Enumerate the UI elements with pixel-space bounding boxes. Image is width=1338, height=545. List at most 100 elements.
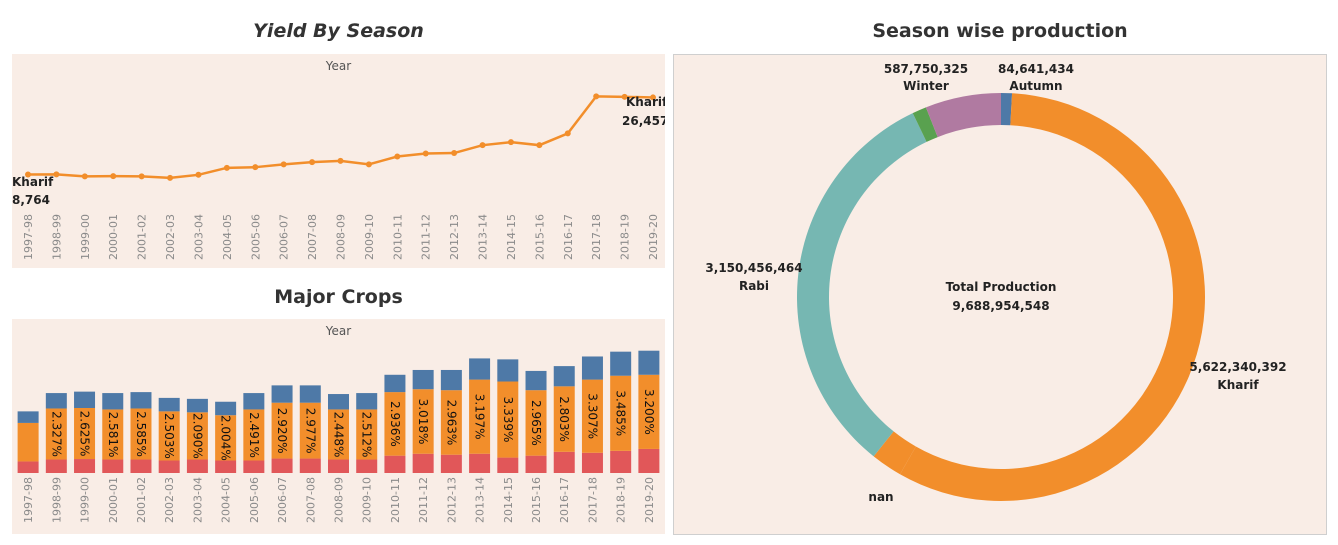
crops-bar-segment [130,392,152,409]
crops-bar-label: 2.503% [162,413,176,459]
crops-bar-segment [412,369,434,390]
yield-x-tick: 1998-99 [50,214,63,260]
yield-x-tick: 2010-11 [391,214,404,260]
donut-center-label: Total Production [946,280,1057,294]
crops-bar-segment [553,386,575,452]
yield-x-tick: 2008-09 [335,214,348,260]
crops-bar-label: 2.512% [360,412,374,458]
crops-bar-segment [384,392,406,456]
crops-bar-segment [271,402,293,459]
yield-point [252,164,259,171]
yield-x-tick: 2019-20 [647,214,660,260]
yield-point [479,142,486,149]
crops-bar-segment [299,402,321,459]
crops-bar-segment [638,350,660,375]
crops-bar-label: 2.585% [134,411,148,457]
crops-x-tick: 2005-06 [248,477,261,523]
yield-point [536,142,543,149]
crops-bar-segment [271,385,293,403]
crops-bar-segment [102,393,124,410]
crops-bar-segment [525,390,547,456]
crops-bar-segment [45,408,67,460]
yield-point [621,93,628,100]
crops-bar-segment [497,359,519,382]
crops-bar-label: 2.327% [49,411,63,457]
yield-x-tick: 2001-02 [136,214,149,260]
donut-value-winter: 587,750,325 [884,62,968,76]
crops-bar-segment [17,461,39,473]
crops-bar-segment [17,422,39,462]
crops-bar-segment [74,459,96,473]
crops-bar-label: 2.448% [332,412,346,458]
crops-bar-segment [440,369,462,391]
crops-bar-segment [45,393,67,409]
crops-bar-label: 3.197% [473,394,487,440]
yield-series-line [27,95,654,180]
yield-x-tick: 2012-13 [448,214,461,260]
yield-x-tick: 2014-15 [505,214,518,260]
crops-bar-segment [525,370,547,391]
crops-bar-segment [469,358,491,380]
donut-slice-nan [873,431,916,475]
donut-slice-kharif [900,93,1205,502]
yield-chart-panel: Year 1997-98 1998-99 1999-00 2000-01 2001-02 2… [12,54,668,268]
yield-point [337,157,344,164]
yield-line-chart: Year 1997-98 1998-99 1999-00 2000-01 2001-02 2… [12,59,668,260]
crops-bar-segment [74,408,96,460]
crops-x-tick: 2019-20 [643,477,656,523]
yield-x-tick: 2007-08 [306,214,319,260]
crops-bar-label: 2.581% [106,412,120,458]
crops-x-tick: 2014-15 [502,477,515,523]
crops-bar-segment [158,411,180,461]
yield-start-label-name: Kharif [12,175,54,189]
crops-bar-label: 2.977% [303,408,317,454]
yield-x-tick: 2011-12 [420,214,433,260]
yield-x-tick: 2013-14 [477,214,490,260]
season-chart-title: Season wise production [872,20,1128,42]
yield-x-tick: 1997-98 [22,214,35,260]
crops-bar-segment [299,385,321,403]
crops-bar-segment [215,415,237,461]
crops-bar-segment [215,401,237,416]
crops-bar-segment [610,375,632,451]
crops-bar-segment [356,393,378,410]
crops-bar-segment [440,390,462,455]
yield-end-label-name: Kharif [626,95,665,109]
crops-bar-segment [158,460,180,473]
crops-x-tick: 2000-01 [107,477,120,523]
crops-x-tick: 1998-99 [50,477,63,523]
yield-point [138,173,145,180]
yield-point [650,94,656,101]
donut-label-winter: Winter [903,79,949,93]
donut-label-autumn: Autumn [1009,79,1062,93]
crops-bar-label: 2.625% [78,411,92,457]
crops-x-tick: 2015-16 [530,477,543,523]
crops-bar-segment [186,459,208,473]
yield-x-tick: 2018-19 [619,214,632,260]
crops-bar-label: 3.485% [614,390,628,436]
crops-bar-segment [412,453,434,473]
donut-slice-rabi [797,113,927,457]
yield-point [394,153,401,160]
crops-bar-segment [553,366,575,387]
crops-bar-segment [638,448,660,473]
yield-x-tick: 2005-06 [249,214,262,260]
donut-slice-autumn [1001,93,1013,126]
crops-bar-label: 2.090% [190,413,204,459]
crops-bar-segment [581,379,603,453]
crops-bar-label: 2.491% [247,412,261,458]
crops-bar-segment [130,408,152,460]
crops-bar-chart: Year 1997-98 2.327% 1998-99 2.625% 1999-00 2.5… [17,324,660,523]
crops-bar-segment [299,458,321,473]
crops-bar-segment [17,411,39,423]
yield-point [280,161,287,168]
crops-bar-segment [497,457,519,473]
crops-bar-label: 2.965% [529,400,543,446]
yield-point [167,174,174,181]
donut-value-autumn: 84,641,434 [998,62,1074,76]
crops-x-tick: 2017-18 [586,477,599,523]
crops-bar-segment [102,409,124,460]
crops-bar-label: 2.963% [444,400,458,446]
crops-bar-segment [356,459,378,473]
crops-bar-segment [130,459,152,473]
